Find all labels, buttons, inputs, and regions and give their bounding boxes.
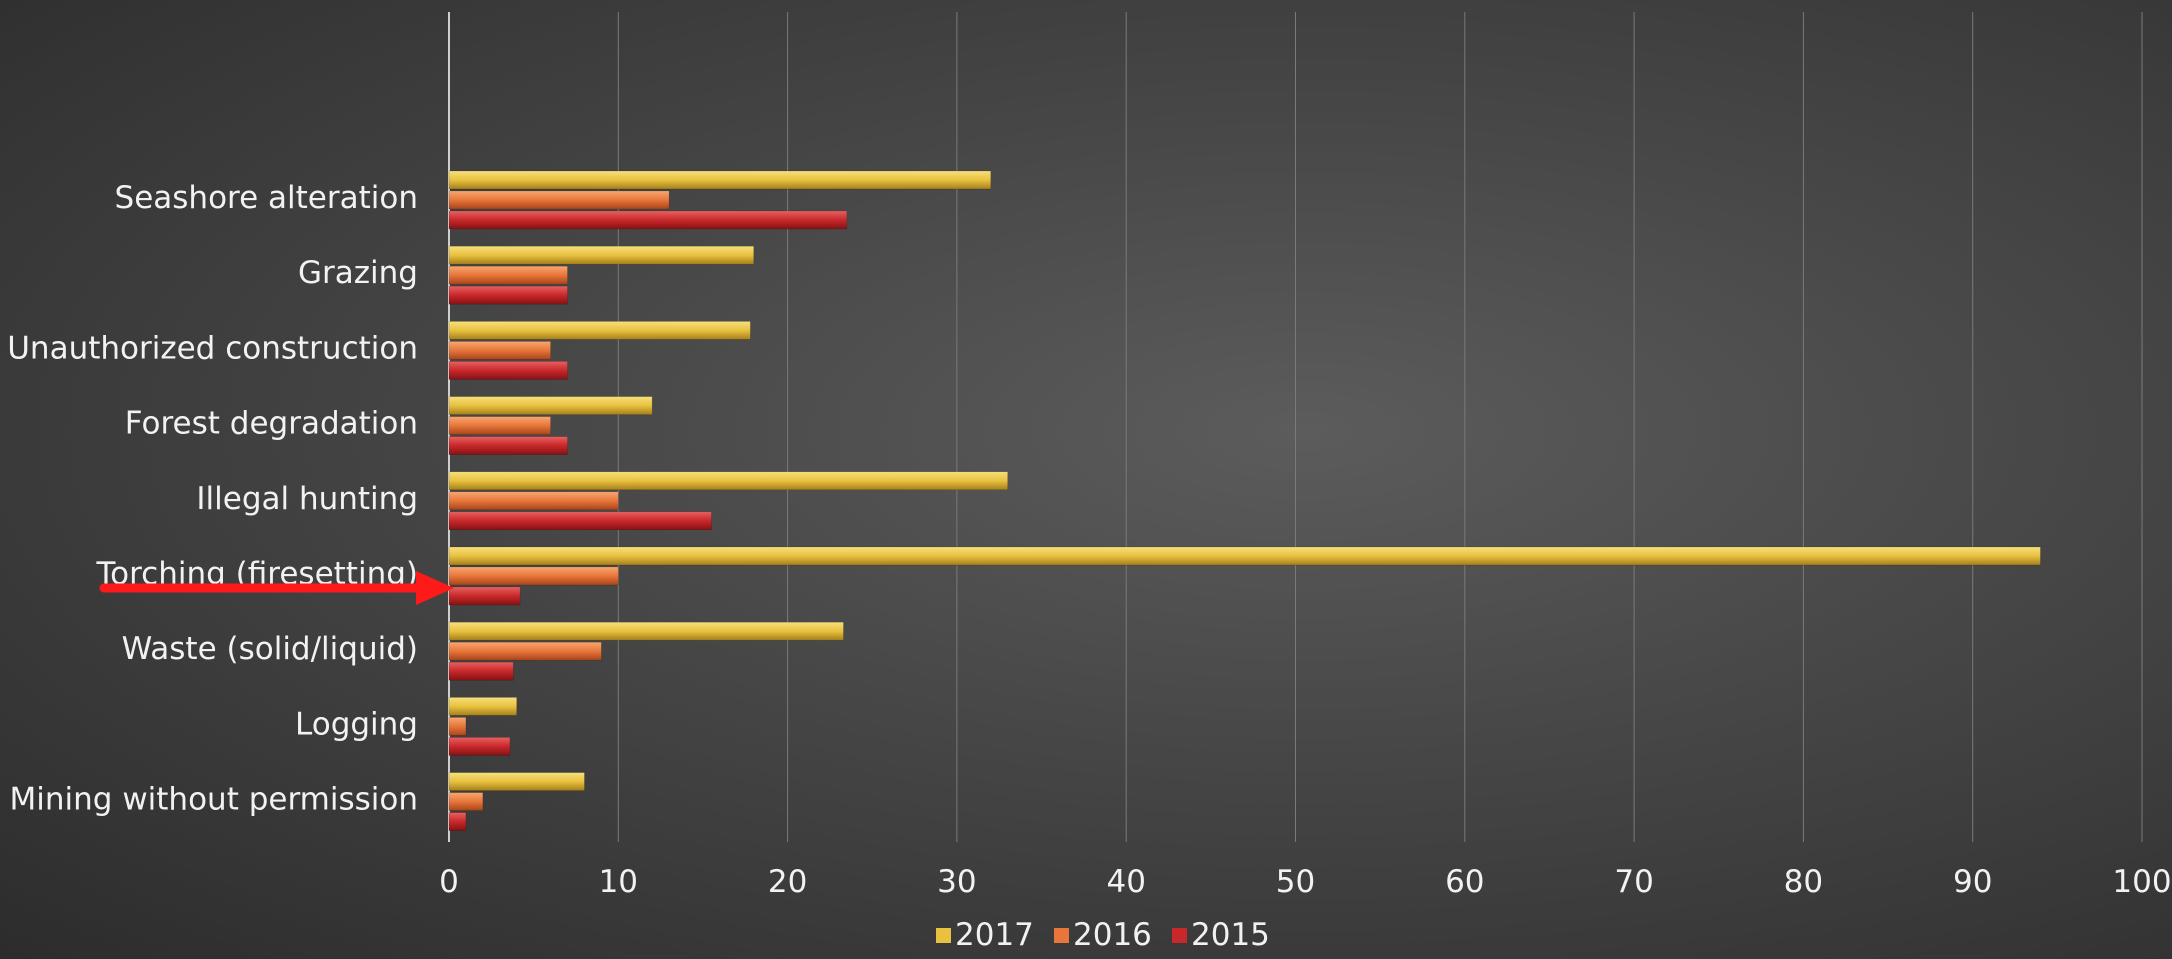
gridlines <box>617 12 2143 842</box>
bar-2017 <box>448 471 1008 491</box>
x-tick-label: 50 <box>1276 864 1315 900</box>
bar-2016 <box>448 792 484 811</box>
bar-2016 <box>448 566 619 586</box>
bar-2017 <box>448 621 844 641</box>
x-tick-label: 20 <box>768 864 807 900</box>
x-tick-label: 70 <box>1614 864 1653 900</box>
category-label: Unauthorized construction <box>7 330 418 366</box>
bar-2016 <box>448 717 467 736</box>
bar-2017 <box>448 546 2041 566</box>
bar-2015 <box>448 361 568 380</box>
red-arrow-annotation <box>99 571 454 605</box>
bar-2015 <box>448 210 848 230</box>
bar-2016 <box>448 265 568 285</box>
bar-2015 <box>448 737 511 756</box>
legend-swatch-2015 <box>1172 928 1187 943</box>
x-tick-label: 80 <box>1784 864 1823 900</box>
x-tick-labels: 0 10 20 30 40 50 60 70 80 90 100 <box>439 864 2171 900</box>
bar-2016 <box>448 341 551 360</box>
legend-label: 2017 <box>955 917 1034 953</box>
legend: 2017 2016 2015 <box>936 917 1270 953</box>
bar-2015 <box>448 436 568 455</box>
category-label: Forest degradation <box>125 406 418 442</box>
bar-2015 <box>448 511 712 531</box>
bar-2017 <box>448 245 754 265</box>
bar-2017 <box>448 772 585 791</box>
x-tick-label: 30 <box>937 864 976 900</box>
arrow-head <box>416 571 454 605</box>
bar-2017 <box>448 697 517 716</box>
bar-2016 <box>448 190 670 210</box>
bar-2017 <box>448 396 653 415</box>
bar-2015 <box>448 285 568 305</box>
bar-2017 <box>448 321 751 340</box>
bar-2015 <box>448 586 521 606</box>
x-tick-label: 100 <box>2112 864 2171 900</box>
category-label: Waste (solid/liquid) <box>122 631 418 667</box>
x-tick-label: 60 <box>1445 864 1484 900</box>
category-label: Grazing <box>298 255 418 291</box>
x-tick-label: 0 <box>439 864 459 900</box>
category-labels: Seashore alteration Grazing Unauthorized c… <box>7 180 418 818</box>
legend-label: 2015 <box>1191 917 1270 953</box>
legend-swatch-2016 <box>1054 928 1069 943</box>
bars <box>448 170 2041 831</box>
x-tick-label: 40 <box>1106 864 1145 900</box>
category-label: Seashore alteration <box>115 180 418 216</box>
category-label: Mining without permission <box>10 782 418 818</box>
bar-2015 <box>448 661 514 681</box>
x-tick-label: 90 <box>1953 864 1992 900</box>
bar-2016 <box>448 491 619 511</box>
x-tick-label: 10 <box>599 864 638 900</box>
bar-2015 <box>448 812 467 831</box>
bar-2016 <box>448 416 551 435</box>
bar-2017 <box>448 170 992 190</box>
bar-2016 <box>448 641 602 661</box>
legend-swatch-2017 <box>936 928 951 943</box>
legend-label: 2016 <box>1073 917 1152 953</box>
category-label: Logging <box>295 706 418 742</box>
category-label: Illegal hunting <box>196 481 418 517</box>
